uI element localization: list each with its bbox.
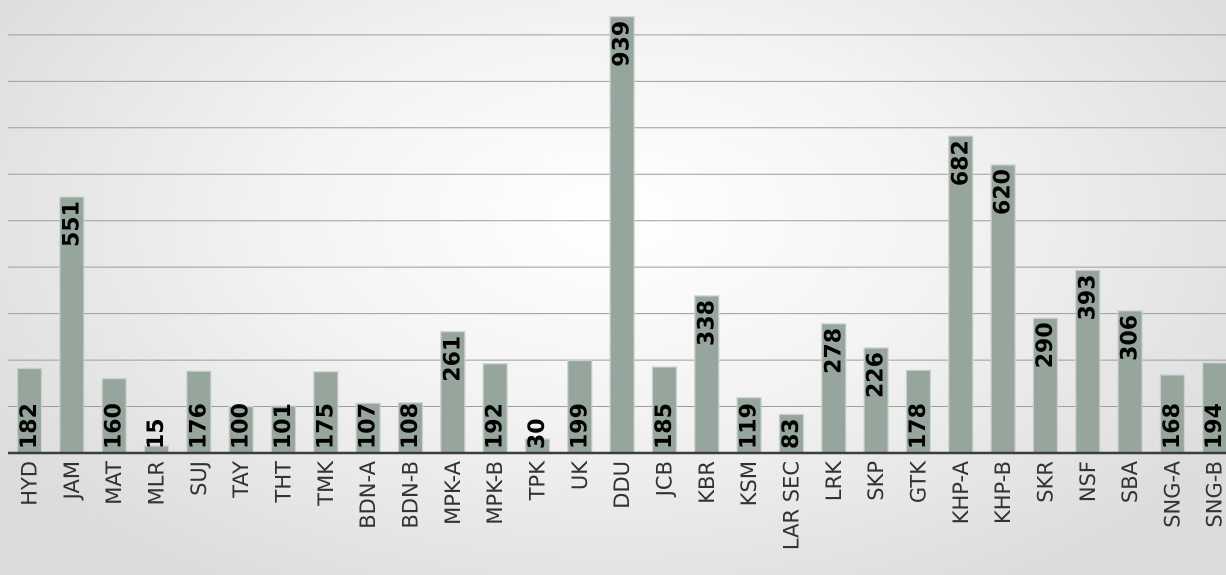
- data-label-uk: 199: [567, 403, 592, 449]
- bar-suj: [186, 370, 212, 454]
- bars: [16, 16, 1226, 454]
- bar-khp-a: [948, 135, 974, 454]
- tick-label-uk: UK: [568, 460, 592, 490]
- data-label-mat: 160: [102, 403, 127, 449]
- tick-label-suj: SUJ: [187, 461, 211, 496]
- data-label-gtk: 178: [906, 403, 931, 449]
- tick-label-khp-b: KHP-B: [991, 461, 1015, 524]
- data-label-bdn-a: 107: [356, 403, 381, 449]
- data-label-jam: 551: [59, 201, 84, 247]
- data-label-khp-a: 682: [948, 140, 973, 186]
- bar-gtk: [905, 369, 932, 454]
- bar-jcb: [651, 366, 678, 454]
- tick-label-bdn-a: BDN-A: [356, 460, 380, 528]
- tick-label-kbr: KBR: [695, 461, 719, 504]
- tick-label-sng-b: SNG-B: [1203, 461, 1226, 528]
- tick-label-gtk: GTK: [906, 460, 930, 503]
- bar-mpk-a: [440, 331, 466, 454]
- tick-label-tmk: TMK: [314, 460, 338, 507]
- bar-mpk-b: [482, 363, 508, 454]
- data-label-tpk: 30: [525, 418, 550, 449]
- data-label-suj: 176: [186, 403, 211, 449]
- tick-label-skr: SKR: [1033, 461, 1057, 503]
- data-label-mpk-b: 192: [483, 403, 508, 449]
- data-label-tay: 100: [229, 403, 254, 449]
- tick-label-lar-sec: LAR SEC: [779, 461, 803, 550]
- data-label-skp: 226: [864, 352, 889, 398]
- bar-lrk: [821, 323, 847, 454]
- data-label-skr: 290: [1033, 322, 1058, 368]
- tick-label-tpk: TPK: [525, 460, 549, 501]
- tick-label-jam: JAM: [60, 461, 84, 501]
- tick-label-hyd: HYD: [18, 461, 42, 506]
- data-label-nsf: 393: [1075, 274, 1100, 320]
- data-label-tht: 101: [271, 403, 296, 449]
- bar-hyd: [16, 367, 43, 454]
- bar-sng-a: [1159, 374, 1186, 454]
- data-label-lar-sec: 83: [779, 418, 804, 449]
- data-label-sng-b: 194: [1202, 403, 1226, 449]
- tick-label-tht: THT: [271, 461, 295, 504]
- data-labels: 182 551 160 15 176 100 101 175 107 108 261 192 30 199…: [17, 21, 1226, 449]
- bar-kbr: [694, 295, 720, 454]
- bar-sba: [1117, 310, 1143, 454]
- data-label-mlr: 15: [144, 418, 169, 449]
- tick-label-sba: SBA: [1118, 460, 1142, 503]
- data-label-kbr: 338: [694, 300, 719, 346]
- bar-ddu: [609, 16, 635, 454]
- tick-label-mpk-b: MPK-B: [483, 461, 507, 525]
- data-label-ddu: 939: [610, 21, 635, 67]
- tick-label-khp-a: KHP-A: [949, 460, 973, 524]
- data-label-lrk: 278: [821, 328, 846, 374]
- data-label-sng-a: 168: [1160, 403, 1185, 449]
- bar-uk: [567, 359, 593, 454]
- tick-label-ddu: DDU: [610, 461, 634, 509]
- tick-label-mlr: MLR: [144, 461, 168, 505]
- tick-label-ksm: KSM: [737, 461, 761, 506]
- data-label-jcb: 185: [652, 403, 677, 449]
- tick-label-tay: TAY: [229, 461, 253, 499]
- bar-nsf: [1075, 269, 1101, 454]
- tick-label-nsf: NSF: [1076, 461, 1100, 502]
- data-label-khp-b: 620: [991, 169, 1016, 215]
- bar-tay: [228, 405, 254, 454]
- data-label-hyd: 182: [17, 403, 42, 449]
- bar-ksm: [736, 397, 762, 454]
- bar-skp: [863, 347, 889, 454]
- data-label-bdn-b: 108: [398, 403, 423, 449]
- tick-label-jcb: JCB: [652, 461, 676, 498]
- data-label-sba: 306: [1118, 315, 1143, 361]
- tick-label-bdn-b: BDN-B: [398, 461, 422, 529]
- tick-label-skp: SKP: [864, 461, 888, 501]
- tick-label-mat: MAT: [102, 461, 126, 505]
- data-label-mpk-a: 261: [440, 336, 465, 382]
- category-tick-labels: HYD JAM MAT MLR SUJ TAY THT TMK BDN-A BDN-B MPK-A M…: [18, 460, 1226, 550]
- tick-label-lrk: LRK: [822, 460, 846, 501]
- data-label-tmk: 175: [313, 403, 338, 449]
- tick-label-sng-a: SNG-A: [1160, 460, 1184, 527]
- tick-label-mpk-a: MPK-A: [441, 460, 465, 524]
- data-label-ksm: 119: [737, 403, 762, 449]
